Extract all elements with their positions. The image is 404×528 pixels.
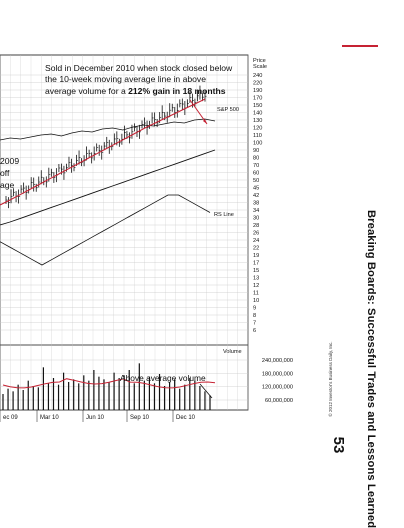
price-tick-label: 30 <box>253 216 259 222</box>
price-tick-label: 80 <box>253 156 259 162</box>
price-tick-label: 170 <box>253 96 262 102</box>
volume-tick-label: 180,000,000 <box>262 371 293 377</box>
price-tick-label: 60 <box>253 171 259 177</box>
price-tick-label: 19 <box>253 253 259 259</box>
running-head: Breaking Boards: Successful Trades and L… <box>365 210 377 528</box>
price-tick-label: 26 <box>253 231 259 237</box>
price-tick-label: 6 <box>253 328 256 334</box>
x-tick-label: Mar 10 <box>40 415 59 421</box>
sp500-label: S&P 500 <box>217 107 239 113</box>
annotation-highlight: 212% gain in 18 months <box>128 86 226 96</box>
x-tick-label: Sep 10 <box>130 415 150 421</box>
price-tick-label: 22 <box>253 246 259 252</box>
price-tick-label: 130 <box>253 118 262 124</box>
volume-annotation-arrow <box>199 383 213 399</box>
price-tick-label: 190 <box>253 88 262 94</box>
price-tick-label: 7 <box>253 321 256 327</box>
price-tick-label: 240 <box>253 73 262 79</box>
annotation-line-1: Sold in December 2010 when stock closed … <box>45 63 233 73</box>
price-tick-label: 34 <box>253 208 259 214</box>
price-tick-label: 150 <box>253 103 262 109</box>
price-tick-label: 28 <box>253 223 259 229</box>
left-annotation-2: off <box>0 168 10 178</box>
price-tick-label: 12 <box>253 283 259 289</box>
sp500-line <box>0 118 216 141</box>
volume-annotation: Above average volume <box>120 373 206 383</box>
x-tick-label: Jun 10 <box>86 415 105 421</box>
left-annotation-3: age <box>0 180 15 190</box>
price-tick-label: 24 <box>253 238 259 244</box>
price-tick-label: 70 <box>253 163 259 169</box>
x-tick-label: Dec 10 <box>176 415 196 421</box>
price-tick-label: 50 <box>253 178 259 184</box>
price-tick-label: 8 <box>253 313 256 319</box>
page-number: 53 <box>330 436 347 454</box>
left-annotation-1: 2009 <box>0 156 19 166</box>
x-tick-label: ec 09 <box>3 415 18 421</box>
price-tick-label: 140 <box>253 111 262 117</box>
price-tick-label: 90 <box>253 148 259 154</box>
price-axis-title: Price <box>253 58 266 64</box>
moving-average-long <box>0 149 216 226</box>
volume-tick-label: 120,000,000 <box>262 385 293 391</box>
price-tick-label: 9 <box>253 306 256 312</box>
price-tick-label: 42 <box>253 193 259 199</box>
accent-rule <box>342 45 378 47</box>
moving-average-10wk <box>0 98 206 206</box>
price-tick-label: 38 <box>253 201 259 207</box>
price-tick-label: 100 <box>253 141 262 147</box>
volume-average-line <box>2 378 216 389</box>
price-tick-label: 15 <box>253 268 259 274</box>
annotation-line-2: the 10-week moving average line in above <box>45 74 206 84</box>
volume-axis-title: Volume <box>223 349 242 355</box>
price-axis-title-2: Scale <box>253 64 267 70</box>
rs-line <box>0 194 211 266</box>
volume-tick-label: 60,000,000 <box>265 398 293 404</box>
price-tick-label: 110 <box>253 133 262 139</box>
copyright-notice: © 2012 Investor's Business Daily, Inc. <box>328 341 333 417</box>
price-tick-label: 220 <box>253 81 262 87</box>
rs-line-label: RS Line <box>214 212 234 218</box>
volume-tick-label: 240,000,000 <box>262 358 293 364</box>
price-tick-label: 10 <box>253 298 259 304</box>
annotation-arrowhead <box>203 119 207 124</box>
annotation-line-3: average volume for a 212% gain in 18 mon… <box>45 86 226 96</box>
price-tick-label: 17 <box>253 261 259 267</box>
price-tick-label: 11 <box>253 291 259 297</box>
stock-chart: 240 220 190 170 150 140 130 120 110 100 90 80 70 60 50… <box>0 54 293 422</box>
price-tick-label: 120 <box>253 126 262 132</box>
price-tick-label: 45 <box>253 186 259 192</box>
price-tick-label: 13 <box>253 276 259 282</box>
